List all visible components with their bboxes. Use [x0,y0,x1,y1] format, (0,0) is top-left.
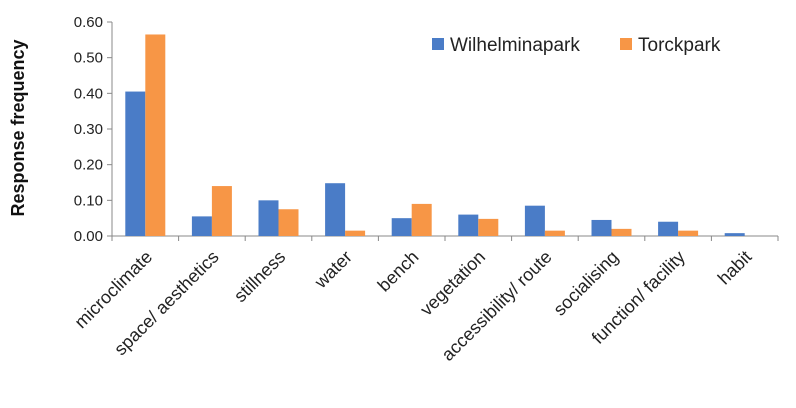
y-tick-label: 0.30 [74,121,103,138]
bar-torckpark-4 [411,203,432,236]
bar-wilhelminapark-8 [658,221,679,236]
bar-wilhelminapark-5 [458,214,479,236]
x-category-label: habit [714,247,756,289]
y-tick-label: 0.60 [74,14,103,31]
y-tick-label: 0.50 [74,50,103,67]
bar-wilhelminapark-3 [325,183,346,236]
x-category-label: bench [374,247,423,296]
bar-torckpark-1 [211,186,232,236]
legend-swatch-wilhelminapark [432,38,444,50]
bar-torckpark-8 [678,230,699,236]
bar-torckpark-7 [611,228,632,236]
y-axis-title: Response frequency [8,39,28,216]
x-category-label: stillness [230,247,289,306]
x-category-label: socialising [549,247,622,320]
x-category-label: water [310,247,356,293]
legend-label-wilhelminapark: Wilhelminapark [450,35,580,56]
legend-label-torckpark: Torckpark [638,35,721,56]
bar-wilhelminapark-0 [125,91,146,236]
bar-torckpark-6 [544,230,565,236]
x-category-label: accessibility/ route [438,247,556,365]
bar-wilhelminapark-2 [258,200,279,236]
y-tick-label: 0.20 [74,157,103,174]
bar-torckpark-0 [145,34,166,236]
legend: Wilhelminapark Torckpark [432,35,721,56]
bar-wilhelminapark-9 [724,233,745,236]
y-tick-label: 0.40 [74,85,103,102]
y-tick-label: 0.10 [74,192,103,209]
legend-swatch-torckpark [620,38,632,50]
bar-wilhelminapark-4 [391,218,412,236]
bars [125,34,745,236]
x-category-label: vegetation [416,247,489,320]
bar-torckpark-3 [345,230,366,236]
y-axis-ticks: 0.00 0.10 0.20 0.30 0.40 0.50 0.60 [74,14,103,245]
bar-torckpark-5 [478,218,499,236]
bar-wilhelminapark-7 [591,219,612,236]
bar-wilhelminapark-1 [191,216,212,236]
y-tick-label: 0.00 [74,228,103,245]
bar-torckpark-2 [278,209,299,236]
bar-wilhelminapark-6 [524,205,545,236]
